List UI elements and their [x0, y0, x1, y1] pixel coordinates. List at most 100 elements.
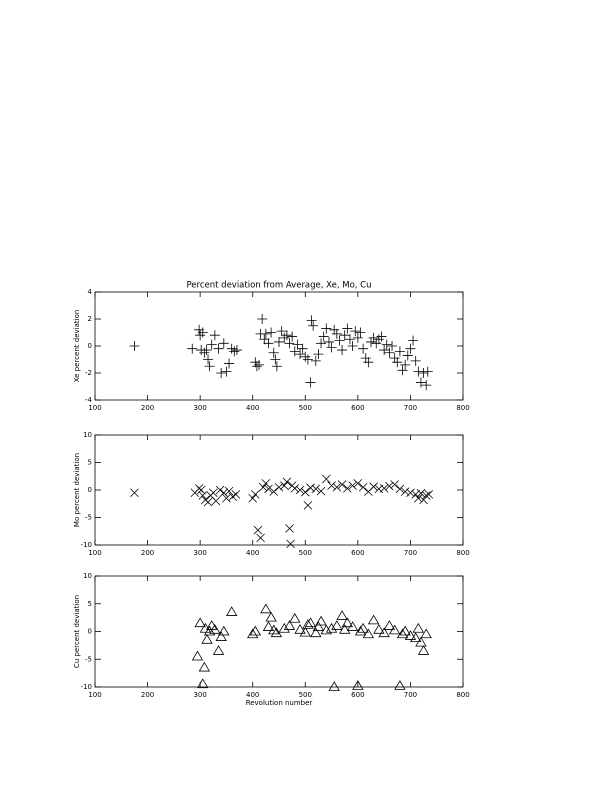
marker — [331, 328, 342, 339]
marker — [201, 345, 212, 356]
marker — [339, 330, 350, 341]
marker — [287, 331, 298, 342]
marker — [274, 336, 284, 347]
marker — [251, 490, 260, 499]
marker — [282, 477, 292, 487]
marker — [306, 483, 315, 493]
x-tick-label: 600 — [351, 549, 364, 557]
x-tick-label: 700 — [404, 404, 417, 412]
marker — [353, 479, 363, 488]
marker — [358, 482, 368, 492]
marker — [257, 314, 268, 324]
marker — [212, 645, 225, 655]
marker — [268, 624, 280, 635]
marker — [310, 355, 321, 366]
marker — [299, 626, 311, 637]
y-tick-label: 2 — [88, 315, 92, 323]
marker — [306, 315, 317, 326]
marker — [402, 350, 413, 361]
marker — [260, 328, 271, 339]
marker — [329, 324, 340, 335]
marker — [224, 358, 235, 369]
marker — [420, 628, 432, 639]
marker — [373, 334, 384, 345]
marker — [215, 631, 227, 641]
marker — [388, 624, 401, 635]
x-tick-label: 300 — [193, 691, 206, 699]
marker — [197, 678, 209, 689]
marker — [337, 345, 348, 356]
marker — [418, 368, 429, 378]
marker — [271, 361, 282, 372]
x-tick-label: 200 — [141, 404, 154, 412]
x-tick-label: 700 — [404, 549, 417, 557]
marker — [331, 620, 343, 630]
marker — [295, 349, 306, 360]
marker — [369, 482, 378, 491]
marker — [409, 632, 422, 643]
marker — [218, 625, 230, 636]
marker — [302, 619, 314, 629]
marker — [294, 624, 306, 634]
x-tick-label: 100 — [88, 691, 101, 699]
marker — [344, 334, 355, 345]
marker — [400, 359, 411, 370]
marker — [399, 625, 411, 636]
marker — [379, 345, 390, 356]
marker — [281, 330, 292, 341]
x-tick-label: 200 — [141, 691, 154, 699]
marker — [358, 343, 369, 354]
marker — [251, 361, 262, 372]
x-tick-label: 800 — [456, 549, 469, 557]
marker — [198, 491, 208, 500]
marker — [305, 377, 316, 388]
marker — [373, 624, 385, 634]
marker — [278, 622, 290, 633]
y-tick-label: -4 — [85, 396, 93, 404]
y-tick-label: 10 — [83, 572, 92, 580]
marker — [337, 480, 347, 489]
marker — [320, 624, 333, 635]
marker — [286, 539, 295, 549]
marker — [392, 357, 403, 368]
x-tick-label: 500 — [299, 691, 312, 699]
marker — [258, 482, 268, 492]
marker — [201, 634, 213, 644]
x-axis-label: Revolution number — [246, 699, 313, 707]
marker — [411, 490, 420, 499]
x-tick-label: 400 — [246, 404, 259, 412]
marker — [332, 482, 342, 492]
y-tick-label: -10 — [81, 541, 92, 549]
y-tick-label: 5 — [88, 459, 92, 467]
marker — [209, 624, 221, 634]
marker — [265, 611, 277, 622]
marker — [354, 625, 367, 636]
marker — [316, 486, 326, 496]
marker — [260, 603, 272, 614]
marker — [225, 606, 238, 616]
marker — [385, 481, 394, 491]
x-tick-label: 600 — [351, 691, 364, 699]
marker — [413, 366, 424, 377]
marker — [394, 680, 406, 690]
marker — [368, 332, 379, 343]
marker — [284, 338, 295, 349]
marker — [421, 380, 432, 391]
marker — [216, 368, 227, 378]
marker — [310, 627, 322, 638]
x-tick-label: 500 — [299, 404, 312, 412]
marker — [360, 353, 371, 364]
marker — [191, 650, 204, 661]
marker — [384, 347, 395, 358]
marker — [387, 341, 398, 351]
marker — [311, 484, 321, 494]
marker — [416, 489, 426, 498]
x-tick-label: 800 — [456, 404, 469, 412]
marker — [379, 484, 389, 493]
y-axis-label: Mo percent deviation — [73, 453, 81, 527]
marker — [304, 617, 317, 628]
marker — [323, 336, 334, 347]
marker — [276, 326, 287, 337]
marker — [357, 622, 369, 633]
marker — [256, 533, 265, 543]
